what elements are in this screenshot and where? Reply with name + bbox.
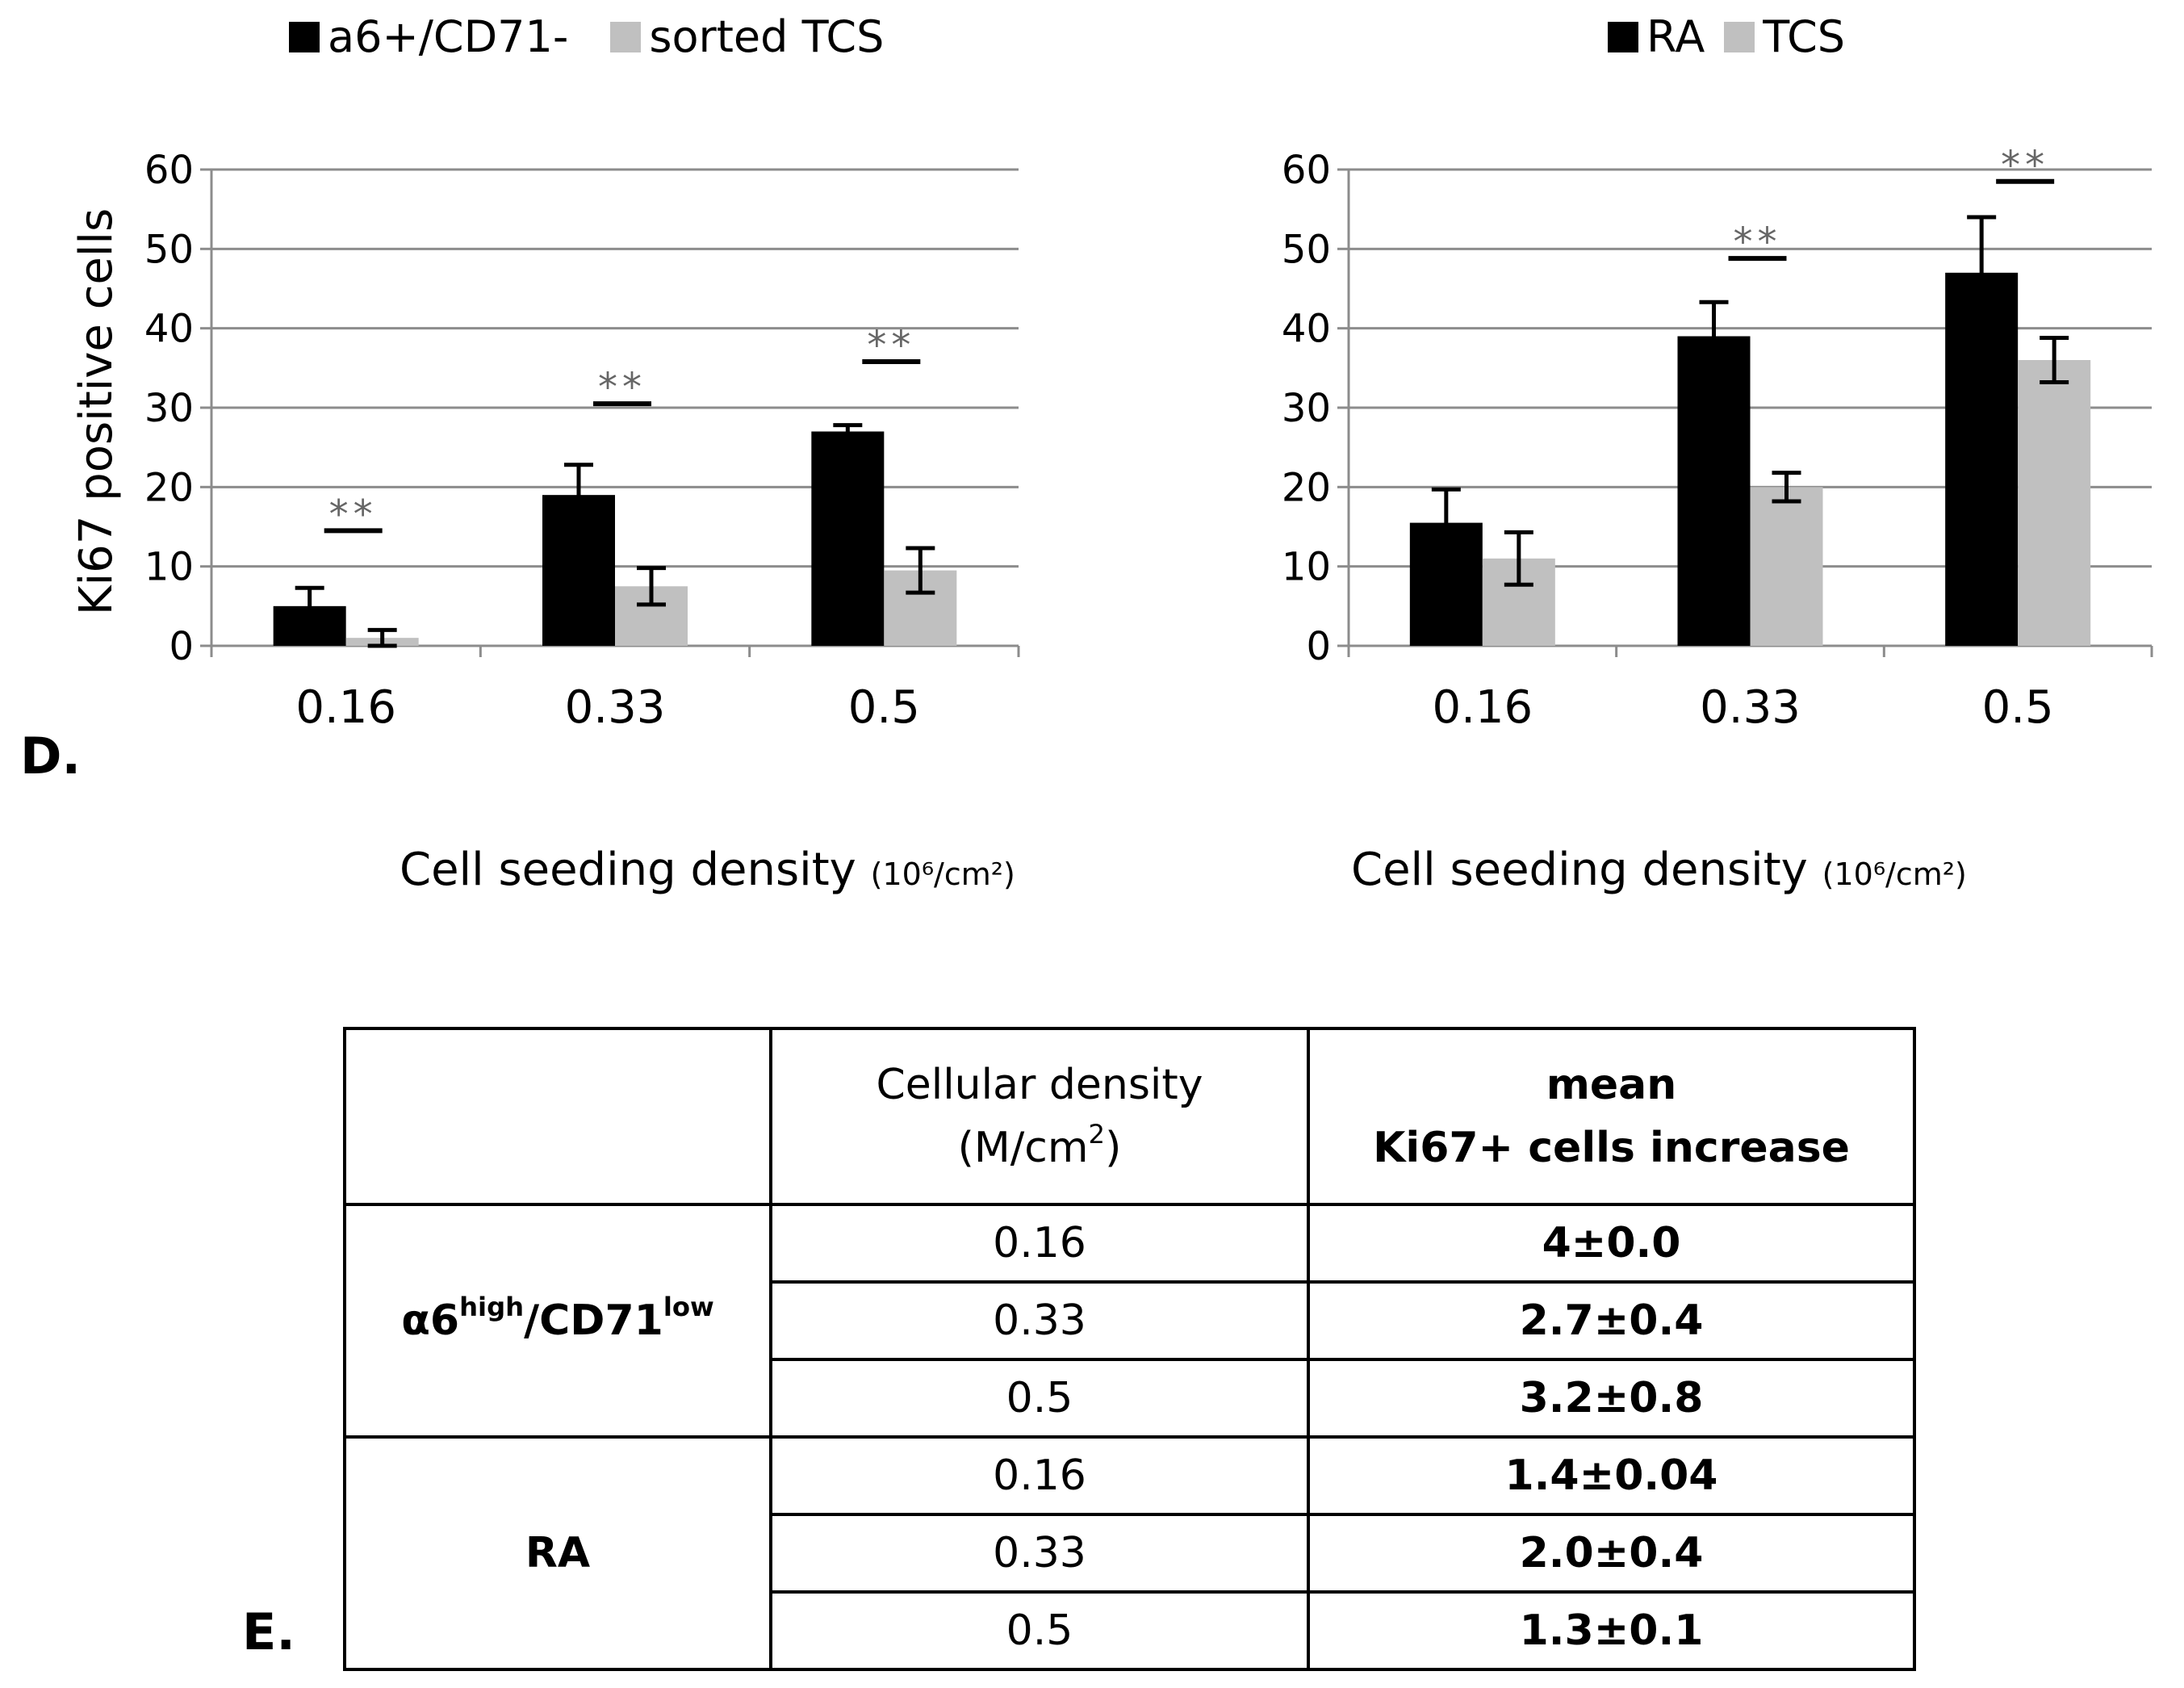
table-cell-mean: 1.3±0.1 (1307, 1590, 1916, 1671)
header-density-unit-end: ) (1105, 1124, 1122, 1172)
legend-swatch-gray (1724, 21, 1755, 52)
legend-swatch-gray (610, 21, 642, 52)
header-density-line2: (M/cm2) (772, 1116, 1307, 1179)
legend-left: a6+/CD71- sorted TCS (289, 11, 926, 62)
y-tick-label: 30 (144, 386, 194, 431)
table-cell-mean: 1.4±0.04 (1307, 1435, 1916, 1516)
header-density: Cellular density (M/cm2) (769, 1027, 1310, 1206)
summary-table: Cellular density (M/cm2) mean Ki67+ cell… (343, 1027, 1916, 1671)
legend-item-ra: RA (1608, 11, 1705, 62)
table-cell-density: 0.5 (769, 1358, 1310, 1439)
y-axis-title: Ki67 positive cells (70, 208, 123, 615)
x-axis-title-text-left: Cell seeding density (400, 844, 856, 896)
x-axis-title-left: Cell seeding density (10⁶/cm²) (400, 844, 1015, 896)
table-row: RA 0.16 1.4±0.04 (343, 1435, 1916, 1671)
x-axis-unit-right: (10⁶/cm²) (1822, 857, 1967, 892)
table-header-row: Cellular density (M/cm2) mean Ki67+ cell… (343, 1027, 1916, 1206)
y-tick-label: 50 (144, 227, 194, 272)
significance-stars: ** (329, 492, 378, 537)
x-axis-unit-left: (10⁶/cm²) (870, 857, 1015, 892)
x-axis-title-right: Cell seeding density (10⁶/cm²) (1351, 844, 1967, 896)
table-cell-density: 0.33 (769, 1513, 1310, 1594)
table-row: 0.33 2.7±0.4 (345, 1280, 1916, 1361)
table-row: 0.33 2.0±0.4 (345, 1513, 1916, 1594)
group-a6-sup-low: low (663, 1291, 714, 1322)
y-tick-label: 60 (1282, 148, 1331, 193)
panel-letter-d: D. (20, 727, 82, 785)
group-label-ra: RA (343, 1435, 772, 1671)
legend-swatch-black (289, 21, 320, 52)
bar-ra-0.33 (1677, 336, 1751, 646)
header-density-unit-sup: 2 (1088, 1118, 1106, 1150)
significance-stars: ** (1734, 220, 1782, 265)
table-cell-mean: 4±0.0 (1307, 1203, 1916, 1284)
legend-item-a6-cd71: a6+/CD71- (289, 11, 568, 62)
table-cell-density: 0.16 (769, 1435, 1310, 1516)
group-a6-prefix: α6 (401, 1296, 460, 1345)
y-tick-label: 20 (144, 465, 194, 510)
chart-left: a6+/CD71- sorted TCS 0 10 20 30 40 50 60 0.16 0.… (0, 0, 1073, 936)
y-tick-label: 0 (169, 624, 194, 669)
bar-tcs-0.33 (1750, 487, 1823, 646)
table-cell-mean: 2.0±0.4 (1307, 1513, 1916, 1594)
header-empty-cell (343, 1027, 772, 1206)
x-axis-title-text-right: Cell seeding density (1351, 844, 1808, 896)
y-tick-label: 30 (1282, 386, 1331, 431)
table-cell-density: 0.16 (769, 1203, 1310, 1284)
x-tick-label: 0.16 (295, 681, 396, 734)
legend-item-sorted-tcs: sorted TCS (610, 11, 884, 62)
legend-swatch-black (1608, 21, 1638, 52)
bar-a6-cd71--0.5 (811, 431, 885, 646)
bar-ra-0.5 (1945, 272, 2019, 646)
y-tick-label: 10 (144, 545, 194, 590)
y-tick-label: 0 (1306, 624, 1331, 669)
significance-stars: ** (2001, 143, 2049, 188)
legend-label-a6-cd71: a6+/CD71- (328, 11, 569, 62)
header-mean-line2: Ki67+ cells increase (1373, 1124, 1850, 1172)
significance-stars: ** (598, 365, 646, 410)
x-tick-label: 0.33 (1700, 681, 1801, 734)
significance-stars: ** (867, 323, 915, 368)
chart-right: RA TCS 0 10 20 30 40 50 60 0.16 0.33 0.5 ** ** Cell… (1111, 0, 2184, 936)
table-row: α6high/CD71low 0.16 4±0.0 (343, 1203, 1916, 1439)
legend-label-sorted-tcs: sorted TCS (649, 11, 885, 62)
y-tick-label: 40 (144, 307, 194, 352)
plot-left: 0 10 20 30 40 50 60 0.16 0.33 0.5 ** ** ** Ki67 posit… (70, 148, 1020, 734)
x-tick-label: 0.16 (1432, 681, 1533, 734)
y-tick-label: 40 (1282, 307, 1331, 352)
legend-right: RA TCS (1608, 11, 1887, 62)
bar-tcs-0.5 (2018, 360, 2091, 646)
header-mean-line1: mean (1546, 1061, 1677, 1109)
y-tick-label: 10 (1282, 545, 1331, 590)
y-tick-label: 50 (1282, 227, 1331, 272)
header-density-unit: (M/cm (957, 1124, 1089, 1172)
header-density-line1: Cellular density (876, 1061, 1203, 1109)
group-a6-sup-high: high (459, 1291, 525, 1322)
y-tick-label: 60 (144, 148, 194, 193)
table-cell-mean: 3.2±0.8 (1307, 1358, 1916, 1439)
panel-letter-e: E. (242, 1602, 295, 1661)
legend-label-ra: RA (1646, 11, 1705, 62)
x-tick-label: 0.5 (848, 681, 920, 734)
table-cell-density: 0.5 (769, 1590, 1310, 1671)
table-cell-mean: 2.7±0.4 (1307, 1280, 1916, 1361)
legend-label-tcs: TCS (1763, 11, 1846, 62)
y-tick-label: 20 (1282, 465, 1331, 510)
group-a6-mid: /CD71 (524, 1296, 663, 1345)
group-label-a6-cd71: α6high/CD71low (343, 1203, 772, 1439)
table-row: 0.5 3.2±0.8 (345, 1358, 1916, 1439)
plot-right: 0 10 20 30 40 50 60 0.16 0.33 0.5 ** ** (1282, 143, 2153, 734)
table-cell-density: 0.33 (769, 1280, 1310, 1361)
table-row: 0.5 1.3±0.1 (345, 1590, 1916, 1671)
header-mean: mean Ki67+ cells increase (1307, 1027, 1916, 1206)
x-tick-label: 0.5 (1982, 681, 2054, 734)
legend-item-tcs: TCS (1724, 11, 1845, 62)
x-tick-label: 0.33 (565, 681, 666, 734)
